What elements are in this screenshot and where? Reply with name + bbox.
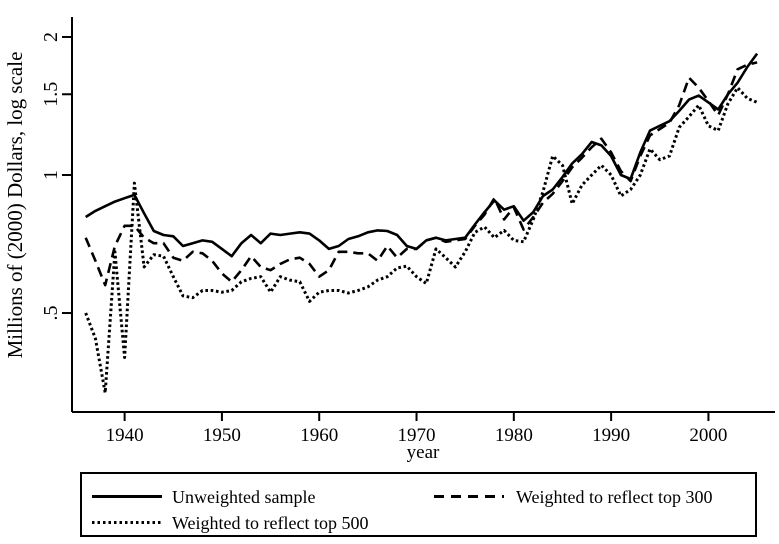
legend-solid-line-sample <box>92 495 162 498</box>
compensation-line-chart: .5 1 1.5 2 1940 1950 1960 1970 1980 1990 2000 Milli… <box>3 17 775 463</box>
x-tick-label-1980: 1980 <box>495 425 533 446</box>
legend-label-weighted-top-500: Weighted to reflect top 500 <box>172 513 369 533</box>
legend-dashed-line-sample <box>434 495 504 498</box>
legend-label-unweighted-sample: Unweighted sample <box>172 487 316 507</box>
y-tick-label-1: 1 <box>40 170 62 180</box>
series-line-weighted-to-reflect-top-300 <box>84 61 758 287</box>
x-tick-label-1940: 1940 <box>106 425 144 446</box>
y-tick-label-1.5: 1.5 <box>40 82 62 107</box>
legend-dotted-line-sample <box>92 521 162 524</box>
y-axis-title: Millions of (2000) Dollars, log scale <box>3 52 27 359</box>
legend: Unweighted sample Weighted to reflect to… <box>80 472 757 537</box>
y-tick-label-2: 2 <box>40 32 62 42</box>
x-axis-title: year <box>407 442 440 463</box>
x-tick-label-1990: 1990 <box>592 425 630 446</box>
x-tick-label-1950: 1950 <box>203 425 241 446</box>
x-tick-label-2000: 2000 <box>689 425 727 446</box>
y-tick-label-.5: .5 <box>40 306 62 321</box>
series-line-weighted-to-reflect-top-500 <box>84 86 758 395</box>
x-tick-label-1970: 1970 <box>398 425 436 446</box>
legend-label-weighted-top-300: Weighted to reflect top 300 <box>516 487 713 507</box>
x-tick-label-1960: 1960 <box>300 425 338 446</box>
